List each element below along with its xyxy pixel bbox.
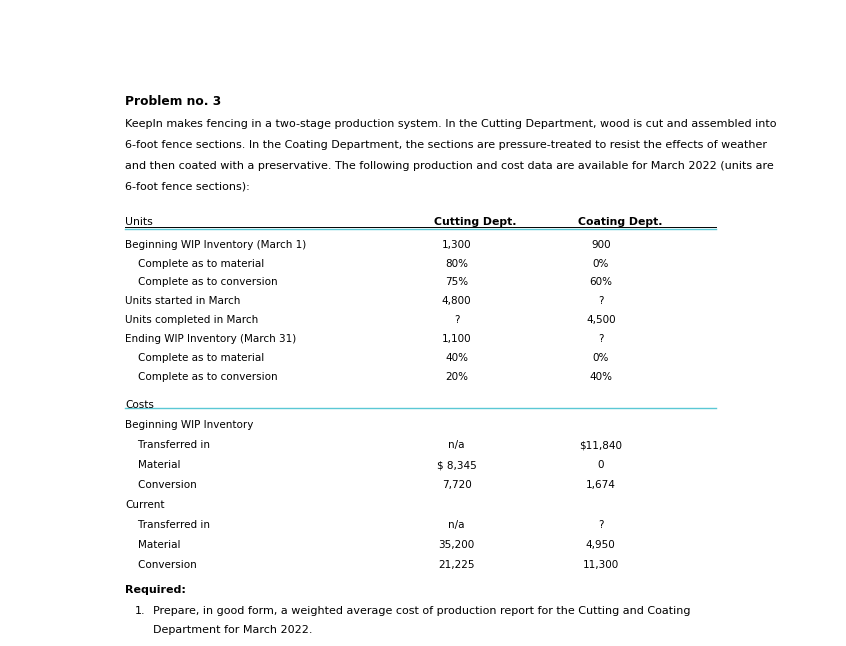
Text: 6-foot fence sections):: 6-foot fence sections): <box>125 182 250 191</box>
Text: Complete as to conversion: Complete as to conversion <box>125 278 278 287</box>
Text: Required:: Required: <box>125 585 186 596</box>
Text: Problem no. 3: Problem no. 3 <box>125 95 222 108</box>
Text: 4,800: 4,800 <box>442 297 471 306</box>
Text: 900: 900 <box>591 240 611 249</box>
Text: Cutting Dept.: Cutting Dept. <box>433 217 516 227</box>
Text: ?: ? <box>598 297 603 306</box>
Text: Current: Current <box>125 500 165 510</box>
Text: Prepare, in good form, a weighted average cost of production report for the Cutt: Prepare, in good form, a weighted averag… <box>153 607 690 616</box>
Text: 1,100: 1,100 <box>442 334 471 344</box>
Text: 80%: 80% <box>445 258 468 269</box>
Text: Ending WIP Inventory (March 31): Ending WIP Inventory (March 31) <box>125 334 297 344</box>
Text: Complete as to material: Complete as to material <box>125 353 265 363</box>
Text: Conversion: Conversion <box>125 559 197 570</box>
Text: 0%: 0% <box>592 258 609 269</box>
Text: KeepIn makes fencing in a two-stage production system. In the Cutting Department: KeepIn makes fencing in a two-stage prod… <box>125 119 777 129</box>
Text: $11,840: $11,840 <box>580 440 623 450</box>
Text: 0: 0 <box>597 460 604 470</box>
Text: 1,300: 1,300 <box>442 240 471 249</box>
Text: 60%: 60% <box>590 278 613 287</box>
Text: n/a: n/a <box>448 440 464 450</box>
Text: 75%: 75% <box>445 278 468 287</box>
Text: 4,500: 4,500 <box>586 315 616 326</box>
Text: Beginning WIP Inventory: Beginning WIP Inventory <box>125 421 254 430</box>
Text: Material: Material <box>125 539 181 550</box>
Text: 1,674: 1,674 <box>585 480 616 490</box>
Text: 11,300: 11,300 <box>583 559 619 570</box>
Text: 4,950: 4,950 <box>586 539 616 550</box>
Text: Department for March 2022.: Department for March 2022. <box>153 625 312 635</box>
Text: n/a: n/a <box>448 520 464 530</box>
Text: $ 8,345: $ 8,345 <box>437 460 476 470</box>
Text: 6-foot fence sections. In the Coating Department, the sections are pressure-trea: 6-foot fence sections. In the Coating De… <box>125 140 767 150</box>
Text: Coating Dept.: Coating Dept. <box>578 217 662 227</box>
Text: Complete as to material: Complete as to material <box>125 258 265 269</box>
Text: Units started in March: Units started in March <box>125 297 241 306</box>
Text: 21,225: 21,225 <box>438 559 475 570</box>
Text: 0%: 0% <box>592 353 609 363</box>
Text: Costs: Costs <box>125 400 154 410</box>
Text: and then coated with a preservative. The following production and cost data are : and then coated with a preservative. The… <box>125 161 774 171</box>
Text: Beginning WIP Inventory (March 1): Beginning WIP Inventory (March 1) <box>125 240 306 249</box>
Text: 20%: 20% <box>445 372 468 382</box>
Text: Transferred in: Transferred in <box>125 520 211 530</box>
Text: 7,720: 7,720 <box>442 480 471 490</box>
Text: Complete as to conversion: Complete as to conversion <box>125 372 278 382</box>
Text: Units completed in March: Units completed in March <box>125 315 259 326</box>
Text: Transferred in: Transferred in <box>125 440 211 450</box>
Text: 35,200: 35,200 <box>438 539 475 550</box>
Text: Units: Units <box>125 217 153 227</box>
Text: Conversion: Conversion <box>125 480 197 490</box>
Text: ?: ? <box>598 334 603 344</box>
Text: 40%: 40% <box>445 353 468 363</box>
Text: Material: Material <box>125 460 181 470</box>
Text: 40%: 40% <box>590 372 613 382</box>
Text: ?: ? <box>453 315 459 326</box>
Text: 1.: 1. <box>135 607 146 616</box>
Text: ?: ? <box>598 520 603 530</box>
